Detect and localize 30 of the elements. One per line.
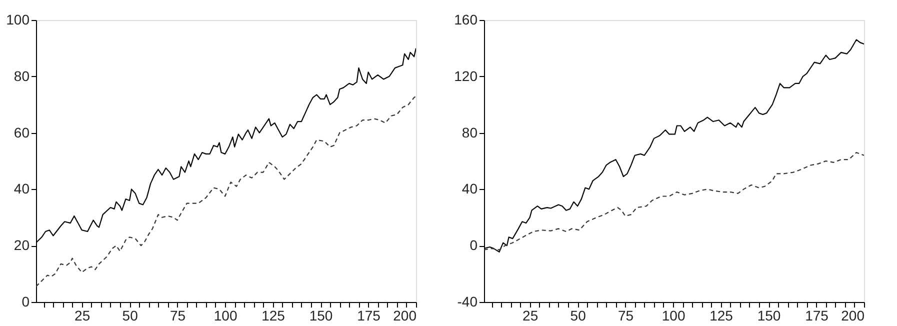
- line-series: [36, 96, 416, 288]
- x-tick-label: 175: [805, 308, 829, 324]
- line-series: [484, 152, 864, 250]
- x-tick-label: 50: [122, 308, 138, 324]
- x-tick-label: 25: [522, 308, 538, 324]
- y-tick-label: 60: [14, 124, 30, 140]
- x-tick-label: 75: [618, 308, 634, 324]
- y-tick-label: 160: [454, 12, 478, 28]
- x-tick-label: 200: [393, 308, 417, 324]
- x-tick-label: 175: [357, 308, 381, 324]
- y-tick-label: 40: [14, 180, 30, 197]
- x-tick-label: 50: [570, 308, 586, 324]
- y-tick-label: -40: [457, 294, 478, 310]
- x-tick-label: 150: [309, 308, 333, 324]
- y-tick-label: 40: [462, 180, 478, 197]
- y-tick-label: 0: [22, 294, 30, 310]
- x-tick-label: 25: [74, 308, 90, 324]
- x-tick-label: 150: [757, 308, 781, 324]
- y-tick-label: 20: [14, 237, 30, 254]
- x-tick-label: 100: [214, 308, 238, 324]
- y-tick-label: 120: [454, 68, 478, 84]
- x-tick-label: 100: [662, 308, 686, 324]
- y-tick-label: 100: [6, 12, 30, 28]
- x-tick-label: 125: [710, 308, 734, 324]
- x-tick-label: 200: [841, 308, 865, 324]
- y-tick-label: 80: [14, 68, 30, 84]
- x-tick-label: 125: [262, 308, 286, 324]
- x-tick-label: 75: [170, 308, 186, 324]
- y-tick-label: 0: [470, 237, 478, 254]
- y-tick-label: 80: [462, 124, 478, 140]
